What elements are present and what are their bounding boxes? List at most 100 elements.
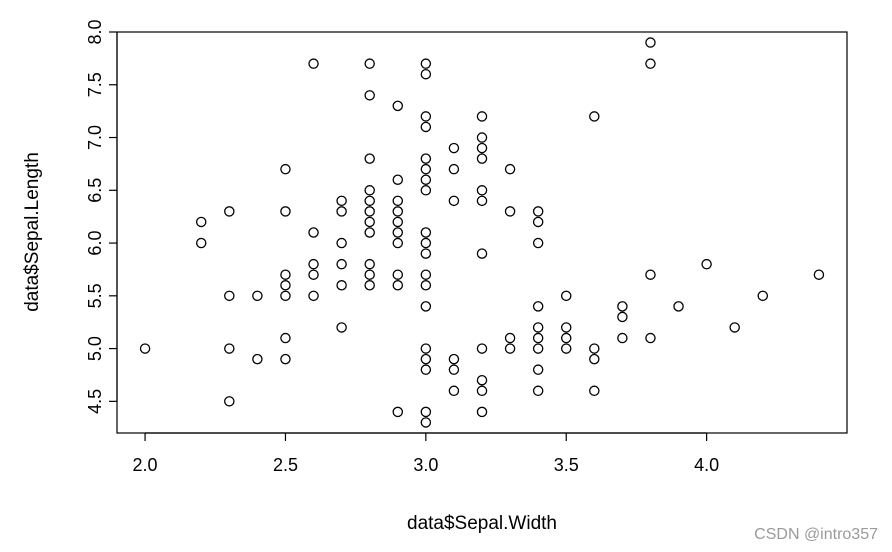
data-point: [757, 290, 769, 302]
y-tick-label: 7.0: [85, 125, 105, 150]
data-point: [392, 206, 404, 217]
data-point: [336, 258, 347, 270]
plot-frame: [116, 31, 848, 434]
data-point: [476, 111, 488, 122]
x-tick-label: 2.0: [133, 455, 158, 475]
data-point: [420, 111, 432, 122]
data-point: [364, 195, 375, 207]
data-point: [336, 280, 347, 291]
data-point: [364, 216, 375, 228]
watermark-text: CSDN @intro357: [754, 526, 878, 543]
data-point: [420, 121, 432, 133]
data-point: [420, 353, 432, 365]
data-point: [420, 280, 432, 291]
data-point: [476, 142, 488, 154]
data-point: [420, 237, 432, 249]
data-point: [392, 280, 404, 291]
data-point: [420, 406, 432, 418]
y-axis-title: data$Sepal.Length: [22, 152, 43, 312]
data-point: [476, 248, 488, 259]
data-point: [139, 343, 151, 354]
data-point: [532, 332, 544, 344]
data-point: [336, 322, 347, 333]
data-point: [532, 301, 544, 312]
data-point: [364, 206, 375, 217]
data-point: [336, 206, 347, 217]
data-point: [673, 301, 684, 312]
data-point: [420, 174, 432, 185]
data-point: [420, 248, 432, 259]
data-point: [476, 385, 488, 397]
data-point: [504, 206, 516, 217]
data-point: [392, 237, 404, 249]
data-point: [448, 364, 460, 375]
data-point: [392, 195, 404, 207]
data-point: [476, 185, 488, 196]
data-point: [392, 227, 404, 238]
data-point: [336, 195, 347, 207]
data-point: [589, 111, 600, 122]
data-point: [532, 237, 544, 249]
data-point: [252, 353, 263, 365]
data-point: [645, 58, 656, 69]
data-point: [280, 269, 291, 280]
x-tick-label: 3.0: [413, 455, 438, 475]
data-point: [532, 343, 544, 354]
data-point: [224, 290, 235, 302]
data-point: [364, 280, 375, 291]
data-point: [420, 343, 432, 354]
y-tick-label: 7.5: [85, 72, 105, 97]
data-point: [392, 406, 404, 418]
data-point: [420, 153, 432, 164]
data-point: [224, 343, 235, 354]
y-tick-label: 8.0: [85, 19, 105, 44]
data-point: [420, 163, 432, 175]
x-tick-label: 3.5: [554, 455, 579, 475]
data-point: [476, 153, 488, 164]
data-point: [532, 385, 544, 397]
data-point: [392, 174, 404, 185]
data-point: [448, 385, 460, 397]
data-point: [252, 290, 263, 302]
data-point: [364, 258, 375, 270]
data-point: [532, 216, 544, 228]
data-point: [813, 269, 825, 280]
data-point: [617, 311, 628, 323]
data-point: [448, 163, 460, 175]
x-axis: 2.0 2.5 3.0 3.5 4.0: [133, 432, 719, 475]
data-point: [364, 58, 375, 69]
y-tick-label: 6.5: [85, 178, 105, 203]
data-point: [308, 269, 319, 280]
data-point: [617, 332, 628, 344]
data-point: [476, 343, 488, 354]
y-tick-label: 4.5: [85, 389, 105, 414]
data-point: [392, 216, 404, 228]
data-point: [645, 37, 656, 48]
data-point: [280, 280, 291, 291]
data-point: [364, 185, 375, 196]
data-point: [476, 374, 488, 386]
data-point: [280, 290, 291, 302]
data-point: [560, 332, 572, 344]
data-point: [476, 195, 488, 207]
data-points: [139, 37, 825, 428]
data-point: [420, 58, 432, 69]
data-point: [392, 100, 404, 112]
data-point: [701, 258, 712, 270]
data-point: [532, 322, 544, 333]
data-point: [729, 322, 740, 333]
data-point: [560, 343, 572, 354]
data-point: [504, 163, 516, 175]
data-point: [532, 206, 544, 217]
data-point: [560, 290, 572, 302]
data-point: [617, 301, 628, 312]
data-point: [589, 343, 600, 354]
data-point: [532, 364, 544, 375]
data-point: [224, 206, 235, 217]
x-axis-title: data$Sepal.Width: [407, 513, 557, 534]
data-point: [392, 269, 404, 280]
data-point: [504, 332, 516, 344]
data-point: [420, 185, 432, 196]
data-point: [364, 153, 375, 164]
